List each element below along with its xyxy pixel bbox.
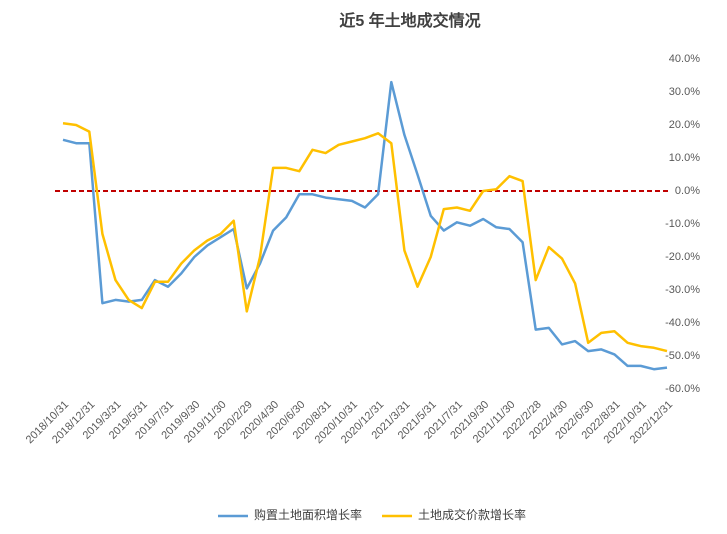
series-line [62, 122, 668, 353]
y-tick-label: 30.0% [669, 86, 700, 98]
y-tick-label: 10.0% [669, 152, 700, 164]
y-tick-label: 40.0% [669, 53, 700, 65]
y-tick-label: -40.0% [665, 317, 700, 329]
y-tick-label: -60.0% [665, 383, 700, 395]
y-tick-label: -30.0% [665, 284, 700, 296]
y-tick-label: -20.0% [665, 251, 700, 263]
y-tick-label: 0.0% [675, 185, 700, 197]
y-tick-label: 20.0% [669, 119, 700, 131]
y-tick-label: -10.0% [665, 218, 700, 230]
legend-label: 土地成交价款增长率 [418, 507, 526, 522]
legend-label: 购置土地面积增长率 [254, 507, 362, 522]
series-line [62, 80, 668, 371]
chart-title: 近5 年土地成交情况 [339, 11, 480, 30]
y-tick-label: -50.0% [665, 350, 700, 362]
